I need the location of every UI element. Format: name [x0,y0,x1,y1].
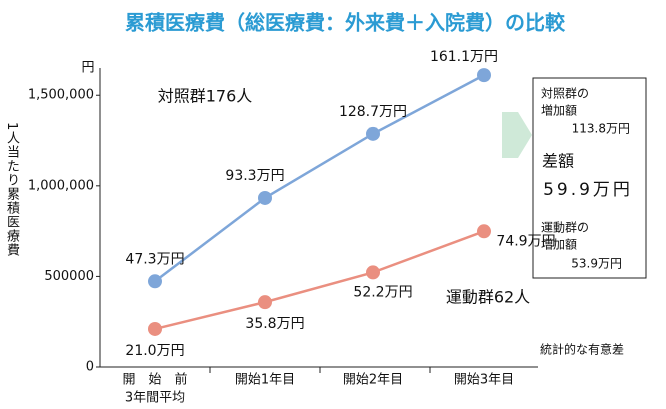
box-text: 対照群の [541,87,589,101]
point [366,127,380,141]
y-axis-label: 1人当たり累積医療費 [2,122,21,257]
y-tick-label: 500000 [44,269,94,284]
x-tick-label: 3年間平均 [125,391,185,406]
point [148,274,162,288]
series-name: 運動群62人 [446,288,530,307]
box-text: 運動群の [541,221,589,235]
box-text: 増加額 [541,238,577,252]
point [366,265,380,279]
x-tick-label: 開 始 前 [122,372,187,388]
series-line [155,231,484,329]
value-label: 47.3万円 [125,251,184,267]
chart: 累積医療費（総医療費：外来費＋入院費）の比較 円 統計的な有意差 0 500000… [0,0,666,409]
y-unit: 円 [81,61,94,76]
y-tick-label: 1,000,000 [28,178,94,193]
box-text: 増加額 [541,104,577,118]
value-label: 21.0万円 [125,343,184,359]
value-label: 93.3万円 [225,168,284,184]
chart-title: 累積医療費（総医療費：外来費＋入院費）の比較 [125,11,566,35]
annotation: 統計的な有意差 [540,342,624,357]
point [258,295,272,309]
x-tick-label: 開始1年目 [235,373,295,388]
value-label: 128.7万円 [339,104,407,120]
value-label: 35.8万円 [245,316,304,332]
box-value: 59.9万円 [543,180,633,200]
point [258,191,272,205]
series-name: 対照群176人 [158,87,253,106]
x-tick-label: 開始2年目 [343,373,403,388]
box-value: 113.8万円 [572,122,630,136]
box-value: 53.9万円 [571,257,622,271]
x-tick-label: 開始3年目 [454,373,514,388]
point [477,224,491,238]
y-tick-label: 0 [86,360,94,375]
value-label: 52.2万円 [353,284,412,300]
arrow [502,112,532,158]
y-tick-label: 1,500,000 [28,88,94,103]
point [477,68,491,82]
point [148,322,162,336]
value-label: 161.1万円 [430,49,498,65]
page: 累積医療費（総医療費：外来費＋入院費）の比較 円 統計的な有意差 0 500000… [0,0,666,409]
box-text: 差額 [542,152,574,171]
